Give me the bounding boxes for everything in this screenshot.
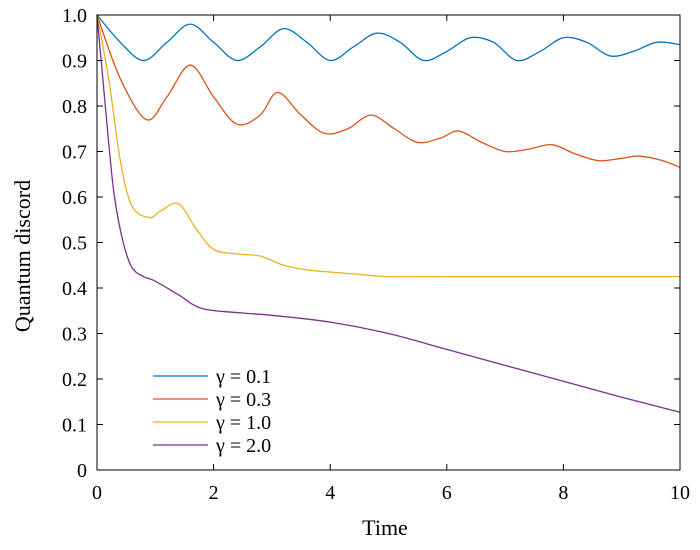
series-line-2 (96, 14, 681, 169)
y-tick-label: 0.7 (62, 142, 87, 164)
y-tick-label: 0.5 (62, 233, 87, 255)
legend: γ = 0.1γ = 0.3γ = 1.0γ = 2.0 (153, 366, 271, 457)
y-tick-label: 0.6 (62, 187, 87, 209)
x-axis-title: Time (362, 515, 408, 540)
legend-label-2: γ = 0.3 (215, 389, 271, 411)
x-tick-label: 0 (92, 482, 102, 504)
x-tick-label: 6 (442, 482, 452, 504)
series-line-1 (96, 14, 681, 62)
legend-label-1: γ = 0.1 (215, 366, 271, 388)
plot-frame (96, 14, 681, 471)
plot-layer (96, 14, 681, 413)
y-tick-label: 0.1 (62, 415, 87, 437)
axes-layer: 0 2 4 6 8 10 0 0.1 0.2 0.3 0.4 0.5 0.6 0.7 0.8 0.9 1.0 (62, 5, 690, 504)
y-tick-label: 1.0 (62, 5, 87, 27)
series-line-3 (96, 14, 680, 278)
series-line-4 (96, 14, 681, 413)
y-tick-label: 0.9 (62, 51, 87, 73)
y-tick-label: 0.4 (62, 278, 87, 300)
legend-label-4: γ = 2.0 (215, 435, 271, 457)
x-tick-label: 2 (209, 482, 219, 504)
y-tick-label: 0.2 (62, 369, 87, 391)
x-tick-label: 4 (325, 482, 335, 504)
legend-label-3: γ = 1.0 (215, 412, 271, 434)
y-tick-label: 0.8 (62, 96, 87, 118)
y-tick-label: 0.3 (62, 324, 87, 346)
y-axis-title: Quantum discord (10, 180, 35, 332)
y-tick-label: 0 (77, 460, 87, 482)
x-tick-label: 8 (558, 482, 568, 504)
x-tick-label: 10 (670, 482, 690, 504)
